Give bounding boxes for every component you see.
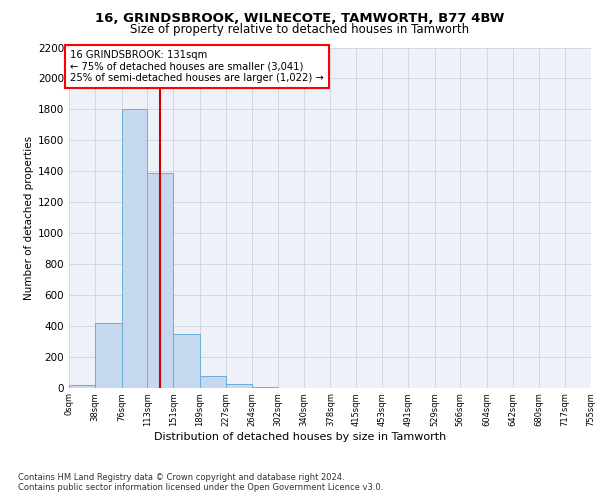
Text: Contains HM Land Registry data © Crown copyright and database right 2024.: Contains HM Land Registry data © Crown c… <box>18 472 344 482</box>
Bar <box>69 385 95 388</box>
Y-axis label: Number of detached properties: Number of detached properties <box>24 136 34 300</box>
Bar <box>200 376 226 388</box>
Bar <box>95 322 122 388</box>
Bar <box>251 386 278 388</box>
Text: Distribution of detached houses by size in Tamworth: Distribution of detached houses by size … <box>154 432 446 442</box>
Text: Contains public sector information licensed under the Open Government Licence v3: Contains public sector information licen… <box>18 482 383 492</box>
Text: 16 GRINDSBROOK: 131sqm
← 75% of detached houses are smaller (3,041)
25% of semi-: 16 GRINDSBROOK: 131sqm ← 75% of detached… <box>70 50 324 83</box>
Bar <box>122 110 147 388</box>
Bar <box>226 384 251 388</box>
Bar <box>147 172 173 388</box>
Text: Size of property relative to detached houses in Tamworth: Size of property relative to detached ho… <box>130 22 470 36</box>
Bar <box>173 334 200 388</box>
Text: 16, GRINDSBROOK, WILNECOTE, TAMWORTH, B77 4BW: 16, GRINDSBROOK, WILNECOTE, TAMWORTH, B7… <box>95 12 505 26</box>
